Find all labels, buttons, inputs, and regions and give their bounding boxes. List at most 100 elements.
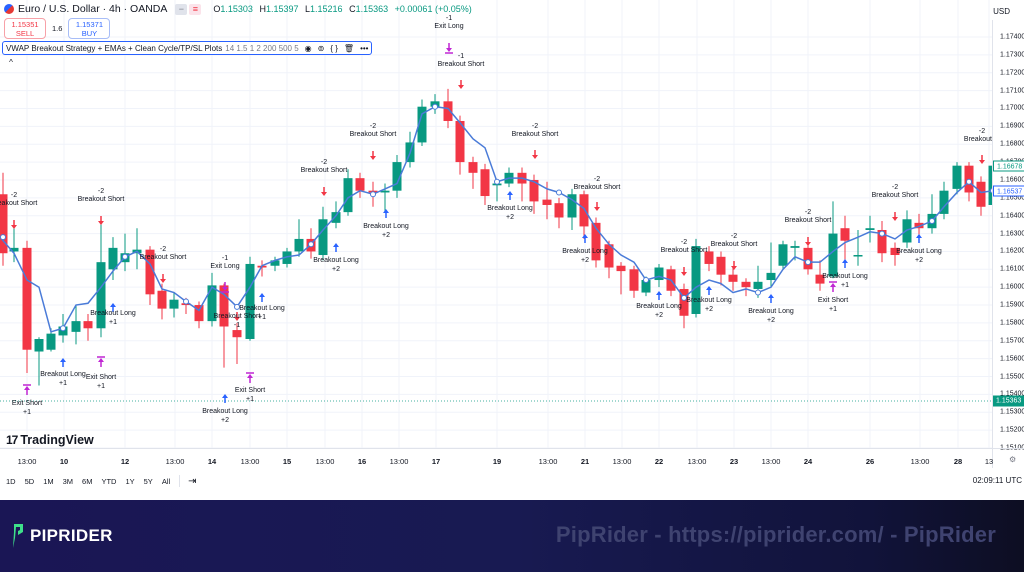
candle[interactable] — [455, 115, 465, 175]
candle[interactable] — [468, 156, 478, 189]
candle[interactable] — [517, 167, 527, 202]
candle[interactable] — [890, 242, 900, 266]
candle[interactable] — [145, 246, 155, 306]
candle[interactable] — [132, 228, 142, 270]
candle[interactable] — [728, 267, 738, 291]
candle[interactable] — [579, 190, 589, 239]
candle[interactable] — [245, 256, 255, 341]
candle[interactable] — [108, 237, 118, 281]
candle[interactable] — [865, 215, 875, 243]
candle[interactable] — [417, 99, 427, 147]
more-icon[interactable]: ••• — [360, 43, 369, 53]
indicator-name[interactable]: VWAP Breakout Strategy + EMAs + Clean Cy… — [6, 43, 223, 53]
signal-exit-short[interactable]: Exit Short +1 — [818, 281, 848, 313]
candle[interactable] — [71, 305, 81, 345]
signal-long[interactable]: Breakout Long +1 — [239, 293, 285, 321]
candle[interactable] — [654, 263, 664, 288]
candle[interactable] — [629, 265, 639, 298]
candle[interactable] — [207, 272, 217, 327]
candle[interactable] — [952, 162, 962, 195]
signal-short[interactable]: Breakout Short -1 — [214, 312, 261, 329]
candle[interactable] — [766, 242, 776, 288]
candle[interactable] — [853, 229, 863, 266]
price-scale[interactable]: 1.17400 1.17300 1.17200 1.17100 1.17000 1.169… — [992, 20, 1024, 468]
candle[interactable] — [741, 278, 751, 297]
signal-long[interactable]: Breakout Long +2 — [636, 291, 682, 319]
candle[interactable] — [554, 197, 564, 229]
candle[interactable] — [120, 233, 130, 272]
candle[interactable] — [716, 251, 726, 286]
candle[interactable] — [778, 240, 788, 270]
candle[interactable] — [282, 247, 292, 268]
candle[interactable] — [691, 238, 701, 318]
candle[interactable] — [988, 159, 993, 211]
sell-button[interactable]: 1.15351 SELL — [4, 18, 46, 39]
currency-selector[interactable]: USD — [993, 7, 1010, 16]
range-button-5y[interactable]: 5Y — [143, 476, 153, 486]
candle[interactable] — [257, 260, 267, 277]
signal-exit-short[interactable]: Exit Short +1 — [12, 384, 42, 416]
candle[interactable] — [232, 322, 242, 365]
range-button-1y[interactable]: 1Y — [125, 476, 135, 486]
candle[interactable] — [704, 246, 714, 272]
menu-icon[interactable]: ≡ — [189, 3, 202, 15]
signal-long[interactable]: Breakout Long +2 — [562, 234, 608, 264]
signal-long[interactable]: Breakout Long +1 — [90, 303, 136, 326]
candle[interactable] — [294, 219, 304, 257]
time-axis[interactable]: 13:00 10 12 13:00 14 13:00 15 13:00 16 13:00 17 19 1… — [0, 448, 1024, 470]
candle[interactable] — [927, 194, 937, 234]
delete-icon[interactable]: 🗑 — [343, 43, 355, 53]
signal-exit-short[interactable]: Exit Short +1 — [86, 356, 116, 390]
signal-long[interactable]: Breakout Long +2 — [487, 191, 533, 221]
candle[interactable] — [480, 163, 490, 205]
minimize-icon[interactable]: − — [175, 3, 188, 15]
candle[interactable] — [914, 213, 924, 238]
range-button-all[interactable]: All — [161, 476, 171, 486]
candle[interactable] — [604, 240, 614, 279]
candle[interactable] — [0, 172, 8, 266]
range-button-3m[interactable]: 3M — [62, 476, 74, 486]
candle[interactable] — [542, 181, 552, 220]
range-button-ytd[interactable]: YTD — [101, 476, 117, 486]
candle[interactable] — [270, 256, 280, 272]
candle[interactable] — [815, 260, 825, 291]
scale-settings-icon[interactable]: ⚙ — [1009, 455, 1017, 464]
candle[interactable] — [219, 283, 229, 368]
signal-exit-short[interactable]: Exit Short +1 — [235, 372, 265, 403]
signal-long[interactable]: Breakout Long +1 — [822, 259, 868, 289]
candle[interactable] — [939, 181, 949, 220]
settings-icon[interactable]: ⊚ — [317, 43, 325, 53]
candle[interactable] — [169, 292, 179, 318]
range-button-6m[interactable]: 6M — [82, 476, 93, 486]
candle[interactable] — [591, 217, 601, 268]
candle[interactable] — [318, 206, 328, 261]
source-code-icon[interactable]: { } — [330, 43, 338, 53]
signal-long[interactable]: Breakout Long +2 — [896, 234, 942, 264]
collapse-legend-button[interactable]: ^ — [9, 58, 13, 67]
signal-long[interactable]: Breakout Long +2 — [363, 209, 409, 239]
candle[interactable] — [567, 188, 577, 230]
candle[interactable] — [877, 221, 887, 263]
candle[interactable] — [828, 201, 838, 279]
indicator-legend[interactable]: VWAP Breakout Strategy + EMAs + Clean Cy… — [2, 41, 373, 55]
candle[interactable] — [355, 172, 365, 198]
signal-long[interactable]: Breakout Long +2 — [686, 286, 732, 313]
signal-long[interactable]: Breakout Long +1 — [40, 358, 86, 387]
candle[interactable] — [679, 283, 689, 329]
candle[interactable] — [83, 313, 93, 341]
buy-button[interactable]: 1.15371 BUY — [68, 18, 111, 39]
signal-long[interactable]: Breakout Long +2 — [748, 294, 794, 324]
range-button-5d[interactable]: 5D — [24, 476, 35, 486]
candle[interactable] — [343, 169, 353, 216]
